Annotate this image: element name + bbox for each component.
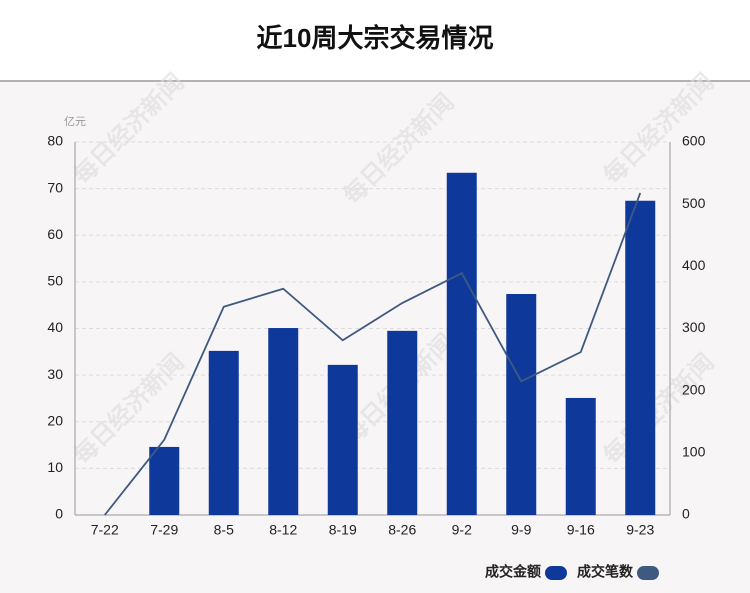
y-tick-label: 80 — [47, 133, 63, 149]
y-tick-label: 70 — [47, 179, 63, 195]
legend-swatch — [637, 566, 659, 580]
x-tick-label: 7-29 — [150, 522, 178, 538]
bar — [506, 293, 537, 515]
x-tick-label: 8-19 — [329, 522, 357, 538]
plot-background — [0, 82, 750, 593]
y-tick-label: 20 — [47, 412, 63, 428]
x-tick-label: 8-12 — [269, 522, 297, 538]
y-unit: 亿元 — [64, 115, 86, 128]
y2-tick-label: 0 — [682, 506, 690, 522]
legend-label: 成交金额 — [485, 564, 541, 580]
bar — [625, 200, 656, 515]
bar — [446, 172, 477, 515]
x-tick-label: 9-2 — [452, 522, 472, 538]
y-tick-label: 30 — [47, 366, 63, 382]
legend-label: 成交笔数 — [577, 564, 634, 580]
bar — [208, 350, 239, 515]
y-tick-label: 60 — [47, 226, 63, 242]
bar — [149, 446, 180, 515]
bar — [387, 330, 418, 515]
y-tick-label: 10 — [47, 459, 63, 475]
chart-title: 近10周大宗交易情况 — [257, 23, 494, 53]
y2-tick-label: 400 — [682, 257, 706, 273]
y-tick-label: 0 — [55, 506, 63, 522]
y2-tick-label: 200 — [682, 381, 706, 397]
x-tick-label: 9-23 — [626, 522, 654, 538]
x-tick-label: 7-22 — [91, 522, 119, 538]
bar — [327, 364, 358, 515]
x-tick-label: 8-26 — [388, 522, 416, 538]
y2-tick-label: 100 — [682, 444, 706, 460]
x-tick-label: 8-5 — [214, 522, 234, 538]
y2-tick-label: 600 — [682, 133, 706, 149]
line — [104, 192, 642, 516]
y2-tick-label: 500 — [682, 195, 706, 211]
y2-tick-label: 300 — [682, 319, 706, 335]
y-tick-label: 50 — [47, 273, 63, 289]
x-tick-label: 9-16 — [567, 522, 595, 538]
legend-swatch — [545, 566, 567, 580]
y-tick-label: 40 — [47, 319, 63, 335]
bar — [565, 397, 596, 515]
x-tick-label: 9-9 — [511, 522, 531, 538]
bar — [268, 328, 299, 515]
